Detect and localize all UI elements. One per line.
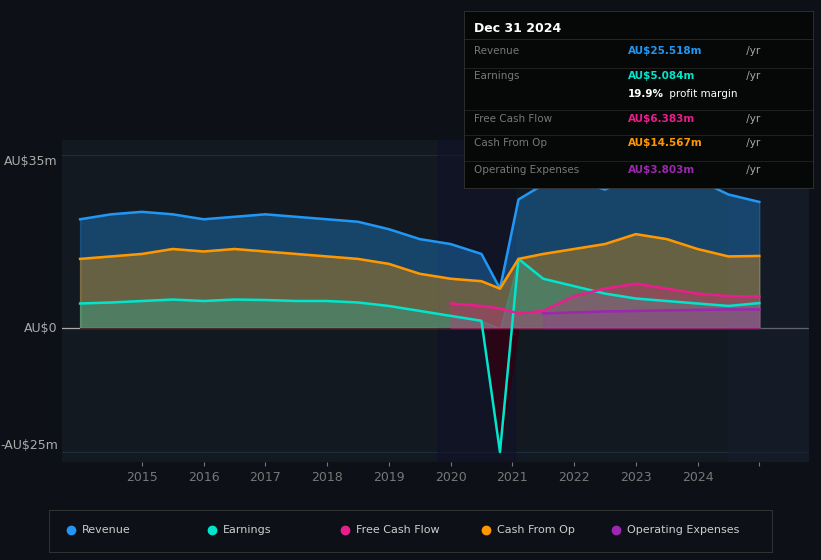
Text: Operating Expenses: Operating Expenses — [475, 165, 580, 175]
Text: Revenue: Revenue — [82, 525, 131, 535]
Text: Free Cash Flow: Free Cash Flow — [356, 525, 440, 535]
Text: AU$5.084m: AU$5.084m — [628, 71, 695, 81]
Bar — [728, 140, 809, 462]
Bar — [438, 140, 516, 462]
Text: Cash From Op: Cash From Op — [498, 525, 575, 535]
Text: AU$6.383m: AU$6.383m — [628, 114, 695, 124]
Text: Operating Expenses: Operating Expenses — [627, 525, 740, 535]
Text: AU$35m: AU$35m — [4, 155, 57, 168]
Text: -AU$25m: -AU$25m — [0, 439, 57, 452]
Text: Revenue: Revenue — [475, 46, 520, 57]
Text: AU$14.567m: AU$14.567m — [628, 138, 703, 148]
Text: Dec 31 2024: Dec 31 2024 — [475, 22, 562, 35]
Text: Free Cash Flow: Free Cash Flow — [475, 114, 553, 124]
Text: /yr: /yr — [743, 71, 760, 81]
Text: AU$3.803m: AU$3.803m — [628, 165, 695, 175]
Text: /yr: /yr — [743, 165, 760, 175]
Text: /yr: /yr — [743, 138, 760, 148]
Text: AU$0: AU$0 — [24, 322, 57, 335]
Text: Cash From Op: Cash From Op — [475, 138, 548, 148]
Text: Earnings: Earnings — [222, 525, 271, 535]
Text: AU$25.518m: AU$25.518m — [628, 46, 702, 57]
Text: Earnings: Earnings — [475, 71, 520, 81]
Text: /yr: /yr — [743, 114, 760, 124]
Text: 19.9%: 19.9% — [628, 89, 664, 99]
Text: profit margin: profit margin — [667, 89, 738, 99]
Text: /yr: /yr — [743, 46, 760, 57]
